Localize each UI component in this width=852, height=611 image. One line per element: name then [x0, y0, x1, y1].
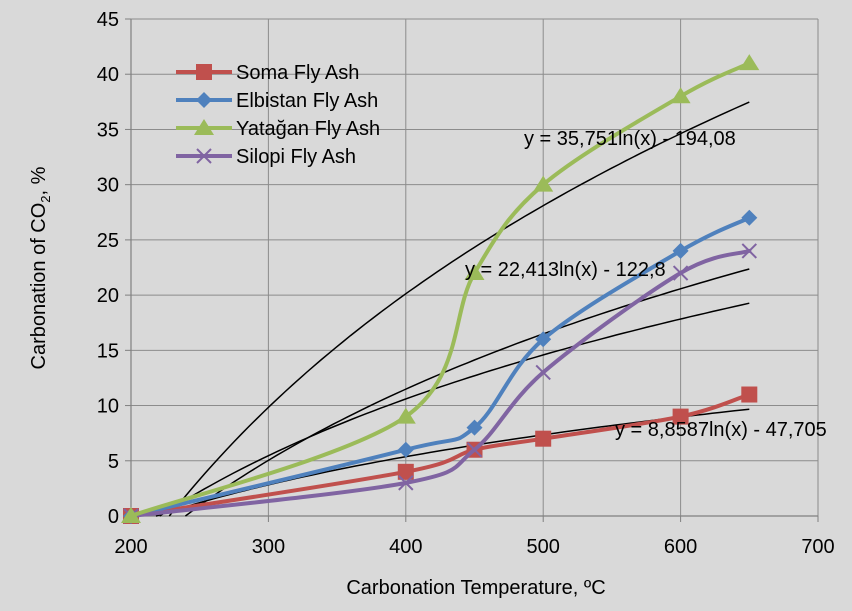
data-point-triangle	[194, 119, 214, 135]
x-tick-label: 600	[664, 536, 697, 558]
data-point-diamond	[466, 419, 483, 436]
legend-label: Yatağan Fly Ash	[236, 118, 380, 140]
y-tick-label: 40	[97, 64, 119, 86]
series-soma-fly-ash	[123, 386, 758, 524]
data-series	[121, 54, 760, 524]
y-axis-label-tail: , %	[28, 166, 50, 195]
tick-labels: 0 5 10 15 20 25 30 35 40 45 200 300 400 500 600 700	[97, 9, 835, 558]
data-point-diamond	[397, 441, 414, 458]
data-point-square	[397, 463, 414, 480]
x-tick-label: 300	[252, 536, 285, 558]
x-tick-label: 200	[114, 536, 147, 558]
legend-item: Soma Fly Ash	[176, 62, 359, 84]
legend-label: Soma Fly Ash	[236, 62, 359, 84]
y-tick-label: 30	[97, 175, 119, 197]
y-tick-label: 0	[108, 506, 119, 528]
data-point-diamond	[672, 242, 689, 259]
trendline	[159, 302, 750, 517]
data-point-diamond	[741, 209, 758, 226]
y-tick-label: 25	[97, 230, 119, 252]
y-axis-label-subscript: 2	[38, 195, 53, 202]
legend-label: Elbistan Fly Ash	[236, 90, 378, 112]
x-tick-label: 700	[801, 536, 834, 558]
legend-item: Elbistan Fly Ash	[176, 90, 378, 112]
data-point-x	[196, 148, 212, 164]
data-point-x	[398, 475, 414, 491]
data-point-square	[196, 64, 212, 80]
y-tick-label: 45	[97, 9, 119, 31]
data-point-triangle	[395, 407, 416, 424]
y-tick-label: 15	[97, 340, 119, 362]
series-yata-an-fly-ash	[121, 54, 760, 523]
trendline	[168, 101, 750, 517]
data-point-triangle	[533, 175, 554, 192]
data-point-square	[672, 408, 689, 425]
legend: Soma Fly Ash Elbistan Fly Ash Yatağan Fly …	[176, 62, 380, 168]
trendline-equation-label: y = 35,751ln(x) - 194,08	[524, 128, 736, 150]
data-point-triangle	[121, 507, 141, 523]
data-point-x	[672, 265, 689, 281]
x-tick-label: 400	[389, 536, 422, 558]
gridlines	[131, 18, 819, 517]
x-axis-label-unit: ºC	[584, 577, 606, 599]
data-point-x	[535, 364, 551, 381]
data-point-x	[741, 243, 758, 259]
data-point-triangle	[739, 54, 760, 71]
y-tick-label: 10	[97, 396, 119, 418]
trendline-equation-label: y = 8,8587ln(x) - 47,705	[615, 419, 827, 441]
legend-item: Silopi Fly Ash	[176, 146, 356, 168]
x-axis-label-text: Carbonation Temperature,	[346, 577, 584, 599]
y-axis-label: Carbonation of CO2, %	[28, 166, 53, 369]
trendline-equation-label: y = 22,413ln(x) - 122,8	[465, 259, 666, 281]
y-tick-label: 35	[97, 119, 119, 141]
y-tick-label: 5	[108, 451, 119, 473]
trendline-labels: y = 35,751ln(x) - 194,08 y = 22,413ln(x) …	[465, 128, 827, 441]
data-point-triangle	[464, 264, 485, 281]
x-tick-label: 500	[527, 536, 560, 558]
data-point-square	[535, 430, 552, 447]
data-point-diamond	[196, 92, 212, 108]
legend-label: Silopi Fly Ash	[236, 146, 356, 168]
trendline	[184, 268, 750, 517]
data-point-square	[741, 386, 758, 403]
data-point-diamond	[535, 331, 552, 348]
legend-item: Yatağan Fly Ash	[176, 118, 380, 140]
data-point-x	[466, 442, 483, 458]
data-point-triangle	[670, 87, 691, 104]
x-axis-label: Carbonation Temperature, ºC	[346, 577, 605, 599]
y-tick-label: 20	[97, 285, 119, 307]
y-axis-label-text: Carbonation of CO	[28, 203, 50, 370]
